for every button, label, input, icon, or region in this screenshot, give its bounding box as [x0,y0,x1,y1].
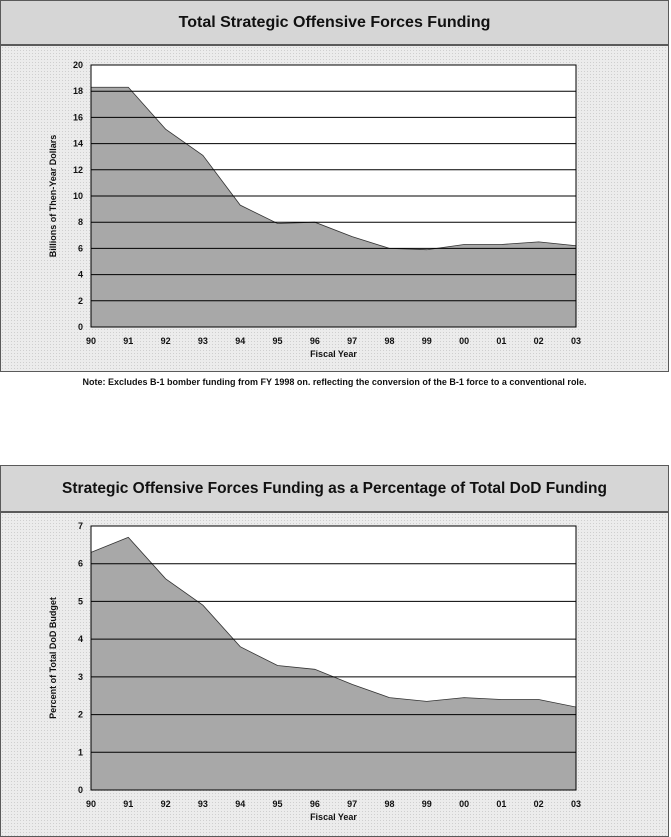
chart1-title: Total Strategic Offensive Forces Funding [178,13,491,31]
chart1-x-tick-label: 98 [384,336,394,346]
chart1-x-tick-label: 90 [86,336,96,346]
chart2-x-tick-label: 99 [422,799,432,809]
chart2-x-tick-label: 94 [235,799,245,809]
chart1-x-tick-label: 92 [161,336,171,346]
chart1-y-tick-label: 8 [78,217,83,227]
chart2-x-tick-label: 00 [459,799,469,809]
chart2-y-tick-label: 7 [78,521,83,531]
chart1-x-tick-label: 94 [235,336,245,346]
chart1-y-tick-label: 20 [73,60,83,70]
chart2-x-tick-label: 01 [496,799,506,809]
chart2-title: Strategic Offensive Forces Funding as a … [62,479,607,497]
chart1-y-tick-label: 6 [78,243,83,253]
chart2-y-tick-label: 0 [78,785,83,795]
chart2-y-tick-label: 2 [78,710,83,720]
chart1-x-axis-label: Fiscal Year [310,349,357,359]
chart2-x-tick-label: 03 [571,799,581,809]
chart1-x-tick-label: 03 [571,336,581,346]
chart1-x-tick-label: 95 [273,336,283,346]
chart1-plot-frame [90,64,577,328]
chart2-area-series [90,536,577,791]
chart1-x-tick-label: 91 [123,336,133,346]
chart2-x-tick-label: 92 [161,799,171,809]
chart2-x-tick-label: 95 [273,799,283,809]
chart2-x-tick-label: 93 [198,799,208,809]
chart1-y-tick-label: 16 [73,112,83,122]
chart2-y-tick-label: 1 [78,747,83,757]
chart1-note: Note: Excludes B-1 bomber funding from F… [82,377,587,387]
chart1-x-tick-label: 93 [198,336,208,346]
chart2-y-tick-label: 3 [78,672,83,682]
chart2-x-tick-label: 97 [347,799,357,809]
chart2-y-axis-label: Percent of Total DoD Budget [48,597,58,719]
chart1-title-bar: Total Strategic Offensive Forces Funding [0,0,669,45]
chart1-x-tick-label: 97 [347,336,357,346]
chart1-y-tick-label: 12 [73,165,83,175]
chart1-x-tick-label: 99 [422,336,432,346]
chart2-plot-frame [90,525,577,791]
chart2-x-axis-label: Fiscal Year [310,812,357,822]
chart2-y-tick-label: 6 [78,559,83,569]
chart2-y-tick-label: 5 [78,596,83,606]
chart1-y-axis-label: Billions of Then-Year Dollars [48,135,58,258]
chart1-y-tick-label: 14 [73,139,83,149]
chart2-x-tick-label: 96 [310,799,320,809]
chart1-x-tick-label: 96 [310,336,320,346]
chart1-y-tick-label: 0 [78,322,83,332]
chart1-x-tick-label: 01 [496,336,506,346]
chart2-x-tick-label: 91 [123,799,133,809]
chart1-y-tick-label: 4 [78,270,83,280]
chart2-title-bar: Strategic Offensive Forces Funding as a … [0,465,669,512]
chart1-area-series [90,86,577,328]
chart1-x-tick-label: 02 [534,336,544,346]
chart2-y-tick-label: 4 [78,634,83,644]
chart1-y-tick-label: 18 [73,86,83,96]
chart1-x-tick-label: 00 [459,336,469,346]
chart2-x-tick-label: 90 [86,799,96,809]
chart2-x-tick-label: 98 [384,799,394,809]
chart1-y-tick-label: 10 [73,191,83,201]
chart1-y-tick-label: 2 [78,296,83,306]
chart2-x-tick-label: 02 [534,799,544,809]
